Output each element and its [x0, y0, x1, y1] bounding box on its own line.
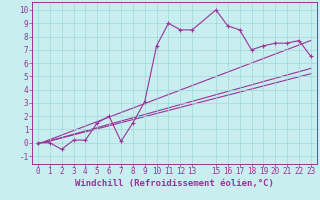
X-axis label: Windchill (Refroidissement éolien,°C): Windchill (Refroidissement éolien,°C) — [75, 179, 274, 188]
